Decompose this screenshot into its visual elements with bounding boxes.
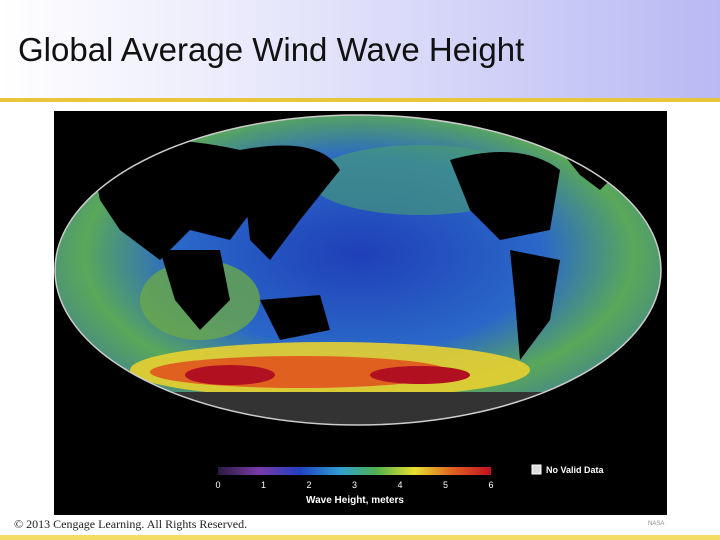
legend-label: No Valid Data (546, 465, 605, 475)
legend-swatch (531, 464, 542, 475)
map-outline (54, 114, 662, 426)
footer-band (0, 535, 720, 540)
credit: NASA (648, 521, 664, 527)
colorbar-tick-label: 2 (306, 480, 311, 490)
colorbar-tick-label: 5 (443, 480, 448, 490)
slide-title: Global Average Wind Wave Height (18, 31, 525, 68)
copyright: © 2013 Cengage Learning. All Rights Rese… (14, 517, 248, 531)
colorbar-tick-label: 4 (397, 480, 402, 490)
colorbar-ticks: 0 1 2 3 4 5 6 (215, 480, 493, 490)
colorbar-tick-label: 0 (215, 480, 220, 490)
title-band: Global Average Wind Wave Height (0, 0, 720, 102)
colorbar-tick-label: 3 (352, 480, 357, 490)
colorbar (218, 467, 491, 475)
colorbar-tick-label: 1 (261, 480, 266, 490)
colorbar-tick-label: 6 (488, 480, 493, 490)
colorbar-label: Wave Height, meters (306, 495, 404, 506)
